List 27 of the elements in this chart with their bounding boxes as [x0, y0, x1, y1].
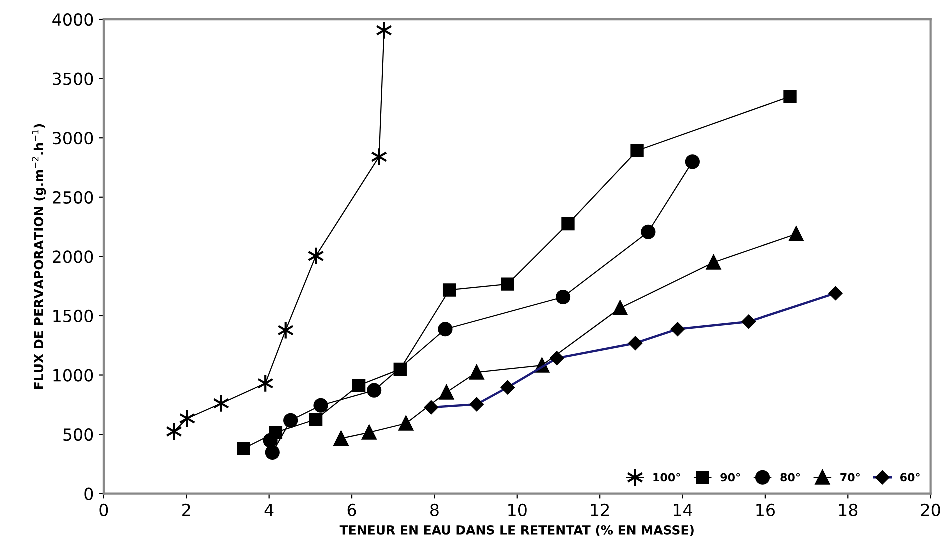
y-tick-label: 500 — [64, 428, 94, 442]
y-tick-label: 1500 — [54, 310, 94, 323]
y-tick-label: 2500 — [53, 191, 94, 204]
legend-label: 60° — [900, 473, 920, 482]
x-tick-label: 8 — [430, 504, 439, 516]
legend-label: 70° — [840, 473, 860, 482]
x-tick-label: 16 — [756, 504, 776, 516]
x-tick-label: 6 — [348, 504, 356, 516]
x-tick-label: 20 — [921, 504, 940, 516]
y-tick-label: 3500 — [53, 72, 94, 86]
y-tick-label: 0 — [84, 488, 94, 500]
x-tick-label: 0 — [100, 504, 108, 516]
y-tick-label: 3000 — [53, 132, 94, 145]
legend-label: 90° — [720, 473, 740, 482]
x-tick-label: 4 — [264, 504, 274, 516]
x-tick-label: 12 — [591, 504, 610, 516]
x-axis-title: TENEUR EN EAU DANS LE RETENTAT (% EN MASSE) — [340, 525, 694, 536]
x-tick-label: 2 — [182, 504, 190, 516]
y-tick-label: 4000 — [52, 13, 94, 26]
legend-label: 100° — [654, 473, 680, 482]
y-tick-label: 1000 — [54, 369, 94, 382]
y-axis-title: FLUX DE PERVAPORATION (g.m$^{−2}$.h$^{−1}$) — [32, 124, 46, 389]
x-tick-label: 10 — [508, 504, 527, 516]
legend-label: 80° — [780, 473, 800, 482]
x-tick-label: 14 — [674, 504, 692, 516]
x-tick-label: 18 — [839, 504, 858, 516]
y-tick-label: 2000 — [53, 250, 94, 264]
